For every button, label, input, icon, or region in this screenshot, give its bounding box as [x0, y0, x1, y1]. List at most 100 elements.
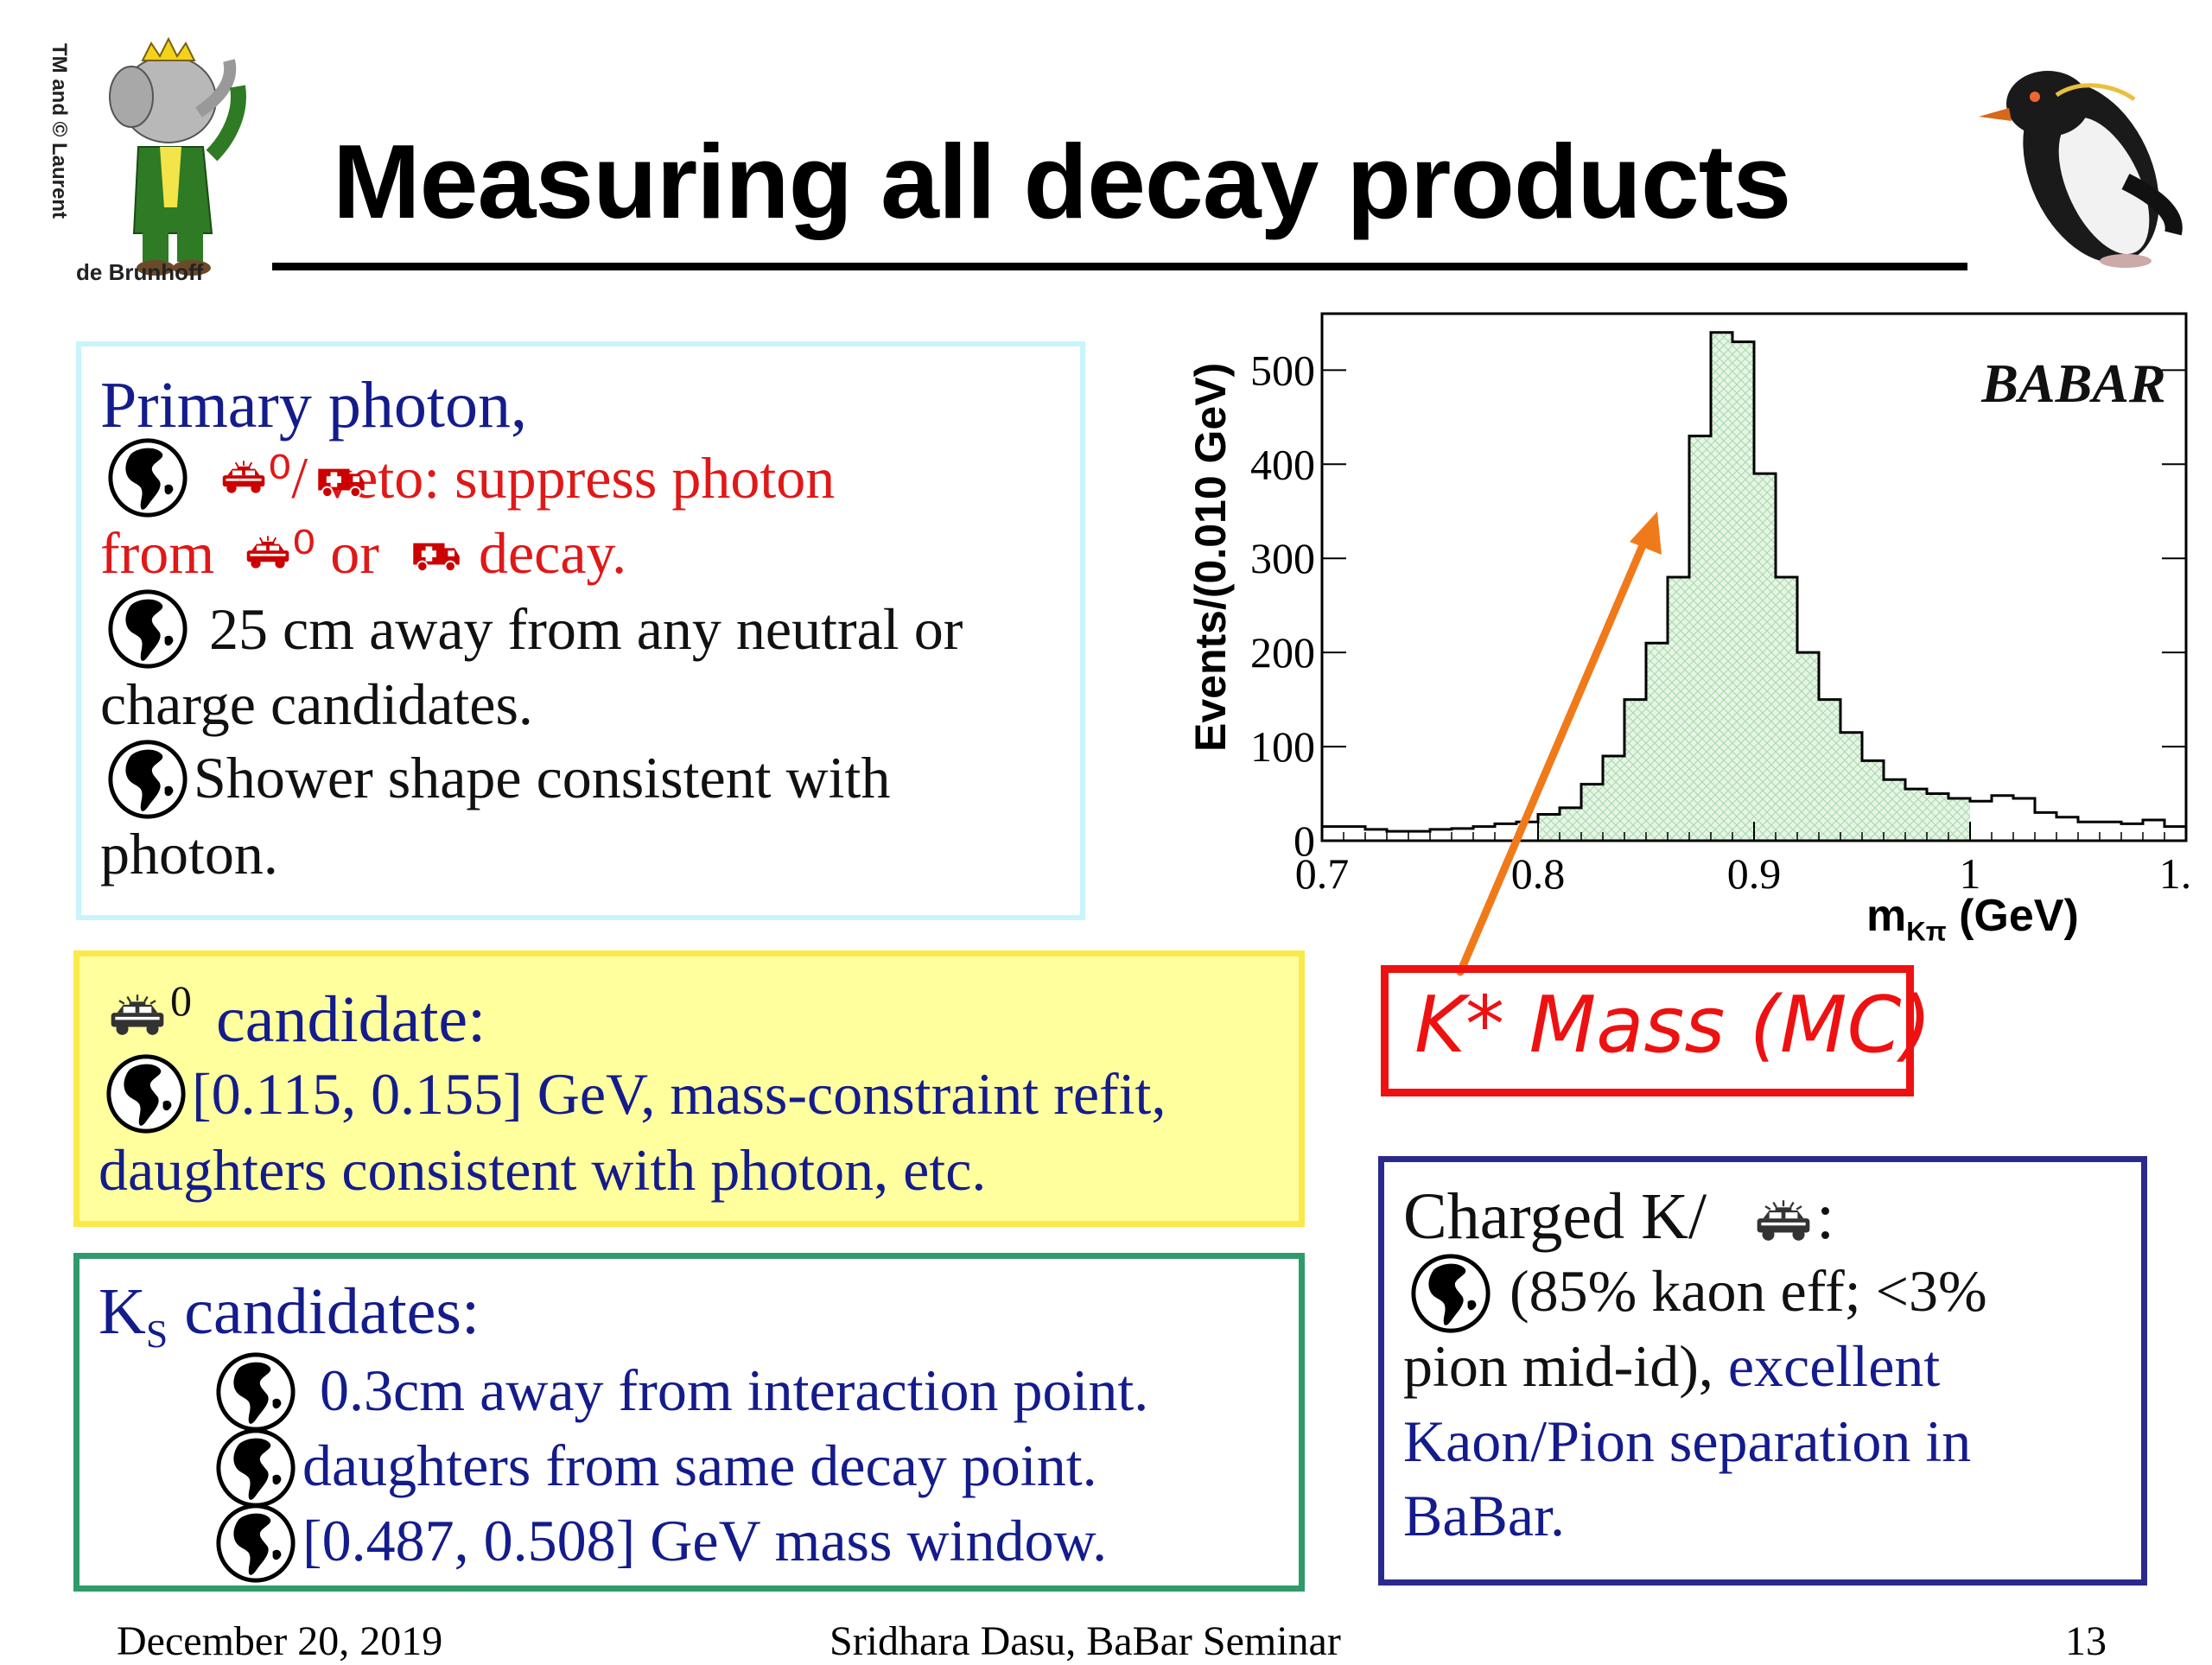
histogram-bin-fill — [1905, 789, 1927, 841]
histogram-svg: 0.7 0.8 0.9 1 1.1 0 100 200 300 400 500 BABAR — [1250, 312, 2212, 898]
y-tick-label: 400 — [1250, 440, 1315, 488]
title-underline — [272, 263, 1967, 270]
kpi-mass-chart: 0.7 0.8 0.9 1 1.1 0 100 200 300 400 500 BABAR Even… — [1175, 307, 2212, 963]
charged-misid-text: pion mid-id), — [1403, 1333, 1713, 1399]
footer-page-number: 13 — [2065, 1618, 2107, 1664]
annotation-arrow — [1456, 512, 1662, 976]
logo-vertical-text: TM and © Laurent — [45, 43, 79, 268]
histogram-bin-fill — [1884, 779, 1905, 841]
histogram-bin-fill — [1732, 341, 1754, 841]
histogram-bin-fill — [1668, 577, 1689, 841]
ks-item-2: daughters from same decay point. — [302, 1433, 1097, 1498]
ks-item-3: [0.487, 0.508] GeV mass window. — [302, 1508, 1108, 1573]
histogram-bin-fill — [1797, 652, 1819, 841]
histogram-bin-fill — [1948, 798, 1970, 841]
chart-x-axis-label: mKπ (GeV) — [1866, 890, 2079, 947]
x-tick-label: 1 — [1960, 849, 1981, 898]
footer-date: December 20, 2019 — [117, 1618, 443, 1664]
pi0-car-icon-heading — [107, 991, 168, 1039]
penguin-image — [1961, 35, 2186, 276]
isolation-line: 25 cm away from any neutral or — [209, 596, 963, 662]
shower-shape-line: Shower shape consistent with — [194, 745, 891, 810]
charged-heading-colon: : — [1816, 1180, 1835, 1253]
charged-babar-line: BaBar. — [1403, 1483, 1565, 1548]
y-tick-label: 0 — [1294, 817, 1315, 865]
x-tick-label: 0.9 — [1727, 849, 1782, 898]
pi0-car-icon — [219, 459, 268, 495]
primary-photon-heading: Primary photon, — [100, 369, 527, 442]
pion-car-icon — [1753, 1197, 1814, 1244]
x-label-unit: (GeV) — [1959, 891, 2079, 941]
footer-presenter: Sridhara Dasu, BaBar Seminar — [830, 1618, 1341, 1664]
charged-heading: Charged K/ — [1403, 1180, 1707, 1253]
pi0-heading: candidate: — [216, 983, 486, 1056]
from-text: from — [100, 520, 215, 586]
ks-item-1: 0.3cm away from interaction point. — [320, 1357, 1149, 1423]
x-tick-label: 0.7 — [1295, 849, 1350, 898]
globe-bullet-icon — [213, 1350, 298, 1434]
histogram-step-line — [1322, 331, 2186, 833]
ks-heading-sub: S — [145, 1312, 168, 1357]
globe-bullet-icon — [213, 1501, 298, 1586]
x-label-sub: Kπ — [1906, 916, 1947, 947]
histogram-bin-fill — [1646, 643, 1668, 841]
charged-separation-line: Kaon/Pion separation in — [1403, 1408, 1972, 1474]
decay-text: decay. — [479, 520, 627, 586]
y-tick-label: 300 — [1250, 534, 1315, 582]
ks-heading-main: K — [99, 1275, 146, 1348]
pi0-mass-window-line: [0.115, 0.155] GeV, mass-constraint refi… — [192, 1061, 1166, 1127]
pi0-candidate-box: 0 candidate: [0.115, 0.155] GeV, mass-co… — [73, 950, 1305, 1227]
y-tick-label: 500 — [1250, 346, 1315, 394]
globe-bullet-icon — [1408, 1251, 1493, 1336]
pi0-daughters-line: daughters consistent with photon, etc. — [99, 1137, 987, 1203]
x-label-main: m — [1866, 891, 1907, 941]
primary-photon-box: Primary photon, ⁰/ veto: suppress photon… — [76, 341, 1085, 920]
ks-candidates-box: KS candidates: 0.3cm away from interacti… — [73, 1253, 1305, 1592]
logo-copyright-text: TM and © Laurent — [48, 43, 71, 219]
eta-ambulance-icon — [315, 462, 368, 499]
histogram-bin-fill — [1862, 760, 1884, 841]
veto-line-text: ⁰/ veto: suppress photon — [268, 445, 836, 511]
x-tick-label: 0.8 — [1511, 849, 1566, 898]
histogram-bin-fill — [1689, 435, 1711, 841]
histogram-bin-fill — [1581, 784, 1603, 841]
photon-line: photon. — [100, 821, 278, 887]
slide-title: Measuring all decay products — [333, 123, 1791, 240]
pi0-car-icon-2 — [244, 534, 292, 570]
y-tick-label: 100 — [1250, 722, 1315, 771]
globe-bullet-icon — [105, 435, 190, 520]
veto-line: ⁰/ veto: suppress photon — [268, 444, 835, 512]
histogram-bin-fill — [1538, 814, 1560, 841]
globe-bullet-icon — [105, 587, 190, 671]
charged-kpi-box: Charged K/ : (85% kaon eff; <3% pion mid… — [1378, 1156, 2147, 1586]
chart-y-axis-label: Events/(0.010 GeV) — [1186, 362, 1235, 752]
ks-heading-rest: candidates: — [184, 1275, 480, 1348]
histogram-bin-fill — [1754, 473, 1776, 841]
pi0-superscript: 0 — [170, 976, 192, 1025]
kstar-mass-label: K* Mass (MC) — [1414, 980, 1932, 1071]
or-text: ⁰ or — [292, 520, 379, 586]
eta-ambulance-icon-2 — [410, 537, 463, 573]
babar-watermark: BABAR — [1980, 353, 2165, 414]
globe-bullet-icon — [105, 737, 190, 822]
x-tick-label: 1.1 — [2159, 849, 2195, 898]
histogram-bin-fill — [1624, 699, 1646, 841]
logo-author-text: de Brunhoff — [76, 259, 204, 285]
charged-excellent-text: excellent — [1727, 1333, 1941, 1399]
y-tick-label: 200 — [1250, 628, 1315, 677]
from-line: from — [100, 519, 214, 588]
histogram-bin-fill — [1603, 755, 1624, 841]
charge-candidates-line: charge candidates. — [100, 671, 533, 737]
babar-logo — [52, 17, 251, 294]
charged-efficiency-line: (85% kaon eff; <3% — [1510, 1258, 1987, 1324]
histogram-bin-fill — [1776, 577, 1797, 841]
charged-misid-line: pion mid-id), excellent — [1403, 1332, 1940, 1401]
ks-heading: KS candidates: — [99, 1274, 480, 1357]
histogram-bin-fill — [1927, 793, 1948, 841]
globe-bullet-icon — [213, 1426, 298, 1510]
histogram-bin-fill — [1560, 807, 1581, 841]
histogram-bin-fill — [1819, 699, 1840, 841]
histogram-bin-fill — [1840, 732, 1862, 841]
histogram-bin-fill — [1711, 332, 1732, 841]
globe-bullet-icon — [104, 1052, 188, 1136]
